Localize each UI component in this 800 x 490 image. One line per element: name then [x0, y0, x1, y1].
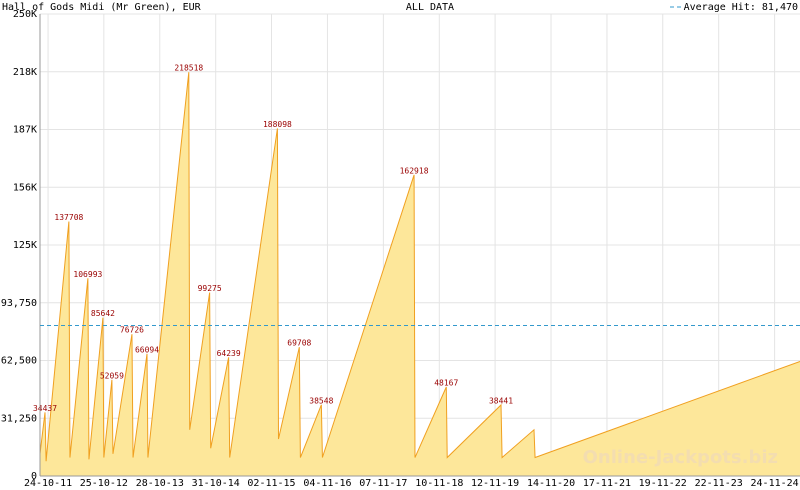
- x-tick-label: 14-11-20: [527, 478, 575, 489]
- value-label: 64239: [217, 349, 241, 358]
- y-tick-label: 218K: [13, 67, 37, 78]
- y-tick-label: 93,750: [1, 298, 37, 309]
- value-label: 38441: [489, 396, 513, 405]
- chart-title: Hall of Gods Midi (Mr Green), EUR: [2, 2, 202, 13]
- x-tick-label: 12-11-19: [471, 478, 519, 489]
- value-label: 188098: [263, 120, 292, 129]
- value-label: 34437: [33, 404, 57, 413]
- y-tick-label: 156K: [13, 182, 37, 193]
- legend-label: Average Hit: 81,470: [684, 2, 798, 13]
- x-tick-label: 22-11-23: [695, 478, 743, 489]
- x-tick-label: 25-10-12: [80, 478, 128, 489]
- value-label: 48167: [434, 378, 458, 387]
- x-tick-label: 24-10-11: [24, 478, 72, 489]
- value-label: 106993: [73, 270, 102, 279]
- y-tick-label: 187K: [13, 125, 37, 136]
- area-fill: [40, 72, 800, 476]
- x-tick-label: 28-10-13: [136, 478, 184, 489]
- x-tick-label: 17-11-21: [583, 478, 631, 489]
- value-label: 38548: [309, 396, 333, 405]
- x-tick-label: 24-11-24: [751, 478, 799, 489]
- value-label: 52059: [100, 371, 124, 380]
- watermark: Online-Jackpots.biz: [583, 447, 778, 468]
- value-label: 66094: [135, 345, 159, 354]
- x-tick-label: 31-10-14: [192, 478, 240, 489]
- x-tick-label: 02-11-15: [247, 478, 295, 489]
- y-tick-label: 62,500: [1, 356, 37, 367]
- value-label: 162918: [400, 166, 429, 175]
- value-label: 99275: [198, 284, 222, 293]
- y-tick-label: 0: [31, 471, 37, 482]
- x-tick-label: 07-11-17: [359, 478, 407, 489]
- y-tick-label: 250K: [13, 9, 37, 20]
- y-tick-label: 125K: [13, 240, 37, 251]
- x-tick-label: 10-11-18: [415, 478, 463, 489]
- value-label: 137708: [54, 213, 83, 222]
- x-tick-label: 04-11-16: [303, 478, 351, 489]
- y-tick-label: 31,250: [1, 413, 37, 424]
- area-line: [39, 72, 800, 462]
- value-label: 218518: [174, 64, 203, 73]
- x-tick-label: 19-11-22: [639, 478, 687, 489]
- value-label: 76726: [120, 326, 144, 335]
- value-label: 69708: [287, 339, 311, 348]
- value-label: 85642: [91, 309, 115, 318]
- chart-subtitle: ALL DATA: [406, 2, 454, 13]
